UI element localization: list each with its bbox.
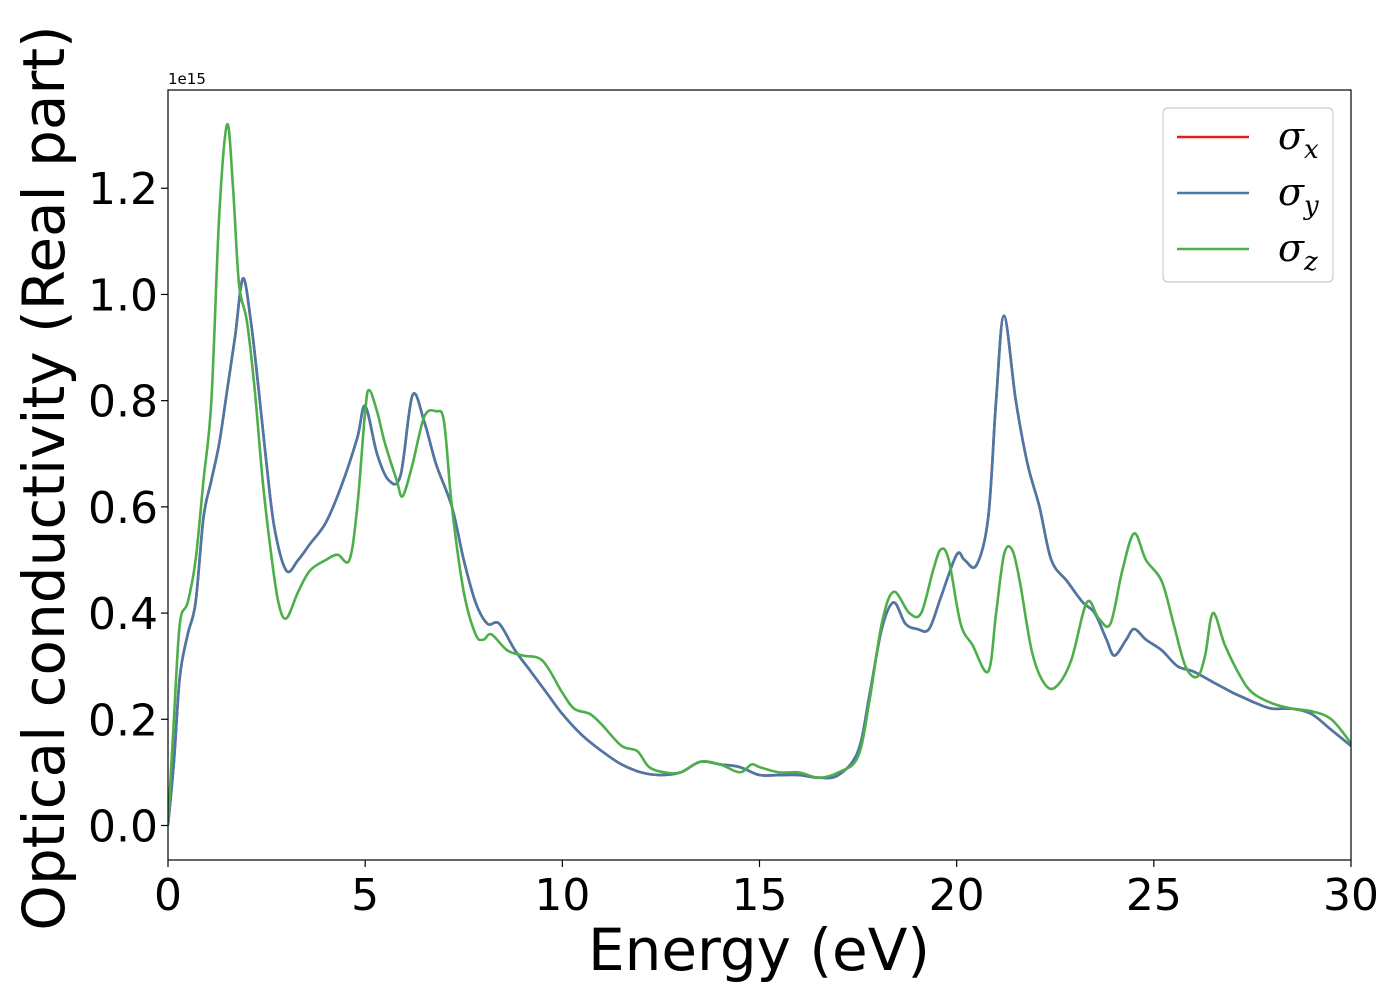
series-line-sigma-z bbox=[168, 123, 1351, 826]
legend-subscript: y bbox=[1303, 191, 1319, 221]
y-tick-label: 1.2 bbox=[88, 164, 158, 215]
x-tick-label: 15 bbox=[732, 870, 788, 921]
legend-label-sigma-z: σz bbox=[1278, 226, 1318, 277]
x-axis-label: Energy (eV) bbox=[588, 916, 930, 984]
x-tick-label: 5 bbox=[351, 870, 379, 921]
y-tick-label: 0.6 bbox=[88, 483, 158, 534]
y-axis-label: Optical conductivity (Real part) bbox=[10, 25, 78, 930]
x-tick-label: 10 bbox=[534, 870, 590, 921]
y-tick-label: 0.2 bbox=[88, 695, 158, 746]
legend-subscript: x bbox=[1304, 135, 1319, 165]
y-offset-label: 1e15 bbox=[168, 70, 206, 88]
y-tick-label: 0.8 bbox=[88, 377, 158, 428]
series-layer bbox=[168, 123, 1351, 826]
y-tick-label: 0.4 bbox=[88, 589, 158, 640]
x-tick-label: 20 bbox=[929, 870, 985, 921]
legend-symbol: σ bbox=[1278, 226, 1305, 270]
y-axis-ticks: 0.0 0.2 0.4 0.6 0.8 1.0 1.2 bbox=[88, 164, 168, 852]
x-tick-label: 0 bbox=[154, 870, 182, 921]
legend-label-sigma-x: σx bbox=[1278, 114, 1319, 165]
x-tick-label: 25 bbox=[1126, 870, 1182, 921]
x-tick-label: 30 bbox=[1323, 870, 1379, 921]
legend-subscript: z bbox=[1303, 247, 1318, 277]
legend-symbol: σ bbox=[1278, 170, 1305, 214]
legend-symbol: σ bbox=[1278, 114, 1305, 158]
y-tick-label: 0.0 bbox=[88, 801, 158, 852]
legend-box bbox=[1162, 107, 1334, 283]
x-axis-ticks: 0 5 10 15 20 25 30 bbox=[154, 860, 1379, 921]
y-tick-label: 1.0 bbox=[88, 270, 158, 321]
legend-label-sigma-y: σy bbox=[1278, 170, 1319, 221]
